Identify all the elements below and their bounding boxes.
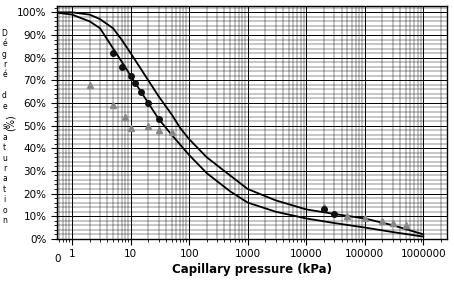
Text: D
é
g
r
é
 
d
e
 
s
a
t
u
r
a
t
i
o
n: D é g r é d e s a t u r a t i o n: [2, 29, 7, 225]
X-axis label: Capillary pressure (kPa): Capillary pressure (kPa): [172, 263, 332, 276]
Text: 0: 0: [54, 254, 61, 264]
Y-axis label: (%): (%): [5, 114, 15, 131]
